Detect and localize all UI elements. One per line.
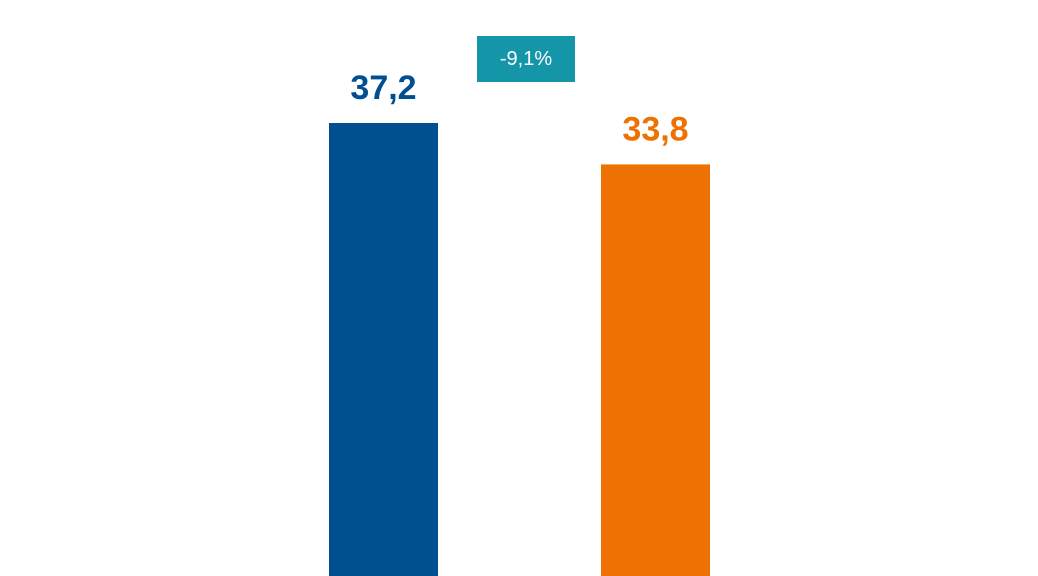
bar-2 <box>601 164 710 576</box>
bar-value-label-2: 33,8 <box>622 110 688 148</box>
change-badge: -9,1% <box>477 36 575 82</box>
bar-1 <box>329 122 438 576</box>
bar-value-label-1: 37,2 <box>350 69 416 107</box>
